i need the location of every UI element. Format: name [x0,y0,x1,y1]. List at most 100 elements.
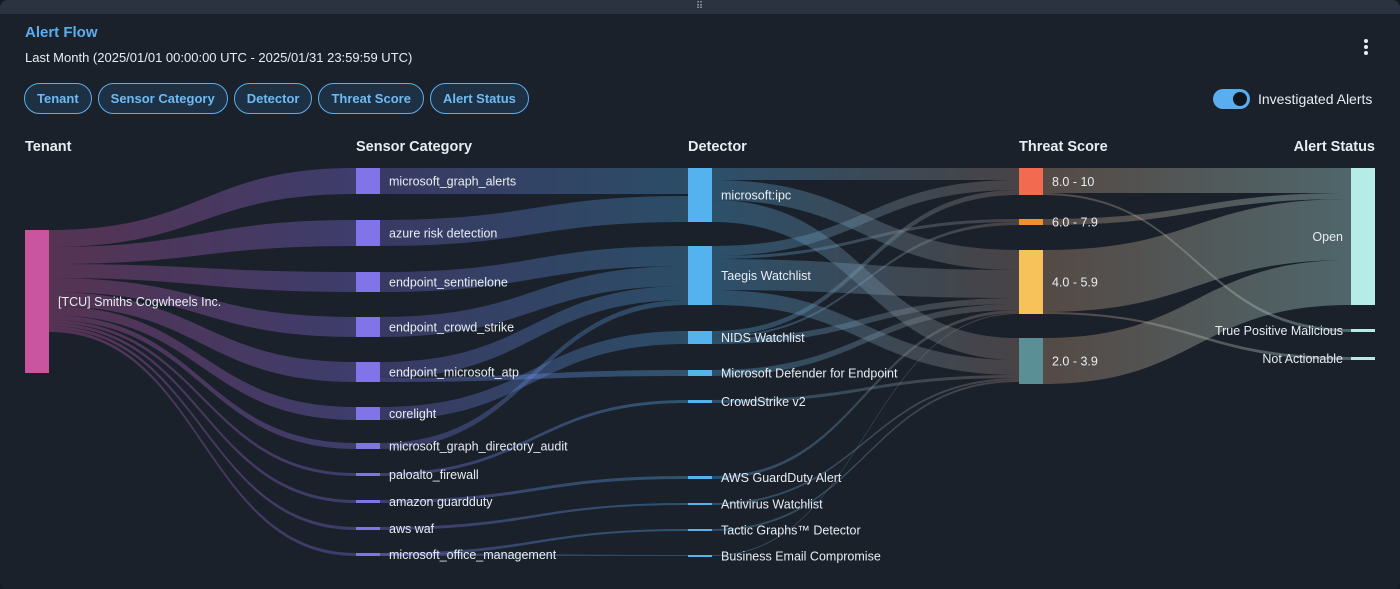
node-threat-6-0-7-9[interactable] [1019,219,1043,225]
sankey-link-tcu-smiths-cogwheels-inc-to-paloalto-firewall[interactable] [49,320,356,476]
sankey-column-headers: Tenant Sensor Category Detector Threat Scor… [25,139,1375,155]
node-label-open: Open [1312,230,1343,244]
sankey-link-microsoft-graph-directory-audit-to-taegis-watchlist[interactable] [380,300,688,449]
sankey-link-taegis-watchlist-to-4-0-5-9[interactable] [712,259,1019,298]
column-header-detector: Detector [688,139,747,155]
sankey-link-nids-watchlist-to-6-0-7-9[interactable] [712,222,1019,338]
node-label-tcu-smiths-cogwheels-inc: [TCU] Smiths Cogwheels Inc. [58,295,221,309]
sankey-links [49,168,1351,556]
node-detector-nids-watchlist[interactable] [688,331,712,344]
node-sensor-microsoft-graph-alerts[interactable] [356,168,380,194]
node-status-open[interactable] [1351,168,1375,305]
node-status-true-positive-malicious[interactable] [1351,329,1375,332]
investigated-alerts-toggle-group: Investigated Alerts [1213,89,1372,109]
node-tenant-tcu-smiths-cogwheels-inc[interactable] [25,230,49,373]
node-detector-tactic-graphs-detector[interactable] [688,529,712,531]
chip-detector[interactable]: Detector [233,83,313,114]
sankey-link-4-0-5-9-to-open[interactable] [1043,199,1351,312]
sankey-link-aws-waf-to-antivirus-watchlist[interactable] [380,503,688,530]
node-label-corelight: corelight [389,407,437,421]
node-label-taegis-watchlist: Taegis Watchlist [721,269,811,283]
node-threat-4-0-5-9[interactable] [1019,250,1043,314]
sankey-link-aws-guardduty-alert-to-4-0-5-9[interactable] [712,310,1019,479]
chip-alert-status[interactable]: Alert Status [429,83,529,114]
column-header-tenant: Tenant [25,139,72,155]
drag-handle-icon[interactable]: ⠿ [695,1,705,12]
node-label-8-0-10: 8.0 - 10 [1052,175,1094,189]
sankey-link-taegis-watchlist-to-8-0-10[interactable] [712,180,1019,256]
node-sensor-microsoft-graph-directory-audit[interactable] [356,443,380,449]
sankey-link-tcu-smiths-cogwheels-inc-to-endpoint-sentinelone[interactable] [49,264,356,292]
node-sensor-microsoft-office-management[interactable] [356,553,380,556]
sankey-link-endpoint-crowd-strike-to-taegis-watchlist[interactable] [380,266,688,337]
sankey-link-tactic-graphs-detector-to-2-0-3-9[interactable] [712,380,1019,531]
column-header-sensor-category: Sensor Category [356,139,472,155]
sankey-link-tcu-smiths-cogwheels-inc-to-aws-waf[interactable] [49,326,356,530]
sankey-link-microsoft-office-management-to-business-email-compromise[interactable] [380,553,688,556]
sankey-link-tcu-smiths-cogwheels-inc-to-microsoft-office-management[interactable] [49,329,356,556]
node-label-6-0-7-9: 6.0 - 7.9 [1052,216,1098,230]
node-detector-business-email-compromise[interactable] [688,555,712,557]
node-sensor-amazon-guardduty[interactable] [356,500,380,503]
node-detector-microsoft-ipc[interactable] [688,168,712,222]
node-detector-microsoft-defender-for-endpoint[interactable] [688,370,712,376]
sankey-link-crowdstrike-v2-to-2-0-3-9[interactable] [712,375,1019,403]
node-sensor-corelight[interactable] [356,407,380,420]
sankey-link-antivirus-watchlist-to-2-0-3-9[interactable] [712,378,1019,505]
sankey-link-amazon-guardduty-to-aws-guardduty-alert[interactable] [380,476,688,503]
node-sensor-paloalto-firewall[interactable] [356,473,380,476]
node-detector-crowdstrike-v2[interactable] [688,400,712,403]
node-sensor-aws-waf[interactable] [356,527,380,530]
sankey-link-taegis-watchlist-to-2-0-3-9[interactable] [712,290,1019,375]
investigated-alerts-toggle[interactable] [1213,89,1250,109]
sankey-link-endpoint-sentinelone-to-taegis-watchlist[interactable] [380,246,688,292]
sankey-link-2-0-3-9-to-open[interactable] [1043,260,1351,384]
sankey-link-tcu-smiths-cogwheels-inc-to-microsoft-graph-alerts[interactable] [49,168,356,247]
node-status-not-actionable[interactable] [1351,357,1375,360]
sankey-link-tcu-smiths-cogwheels-inc-to-endpoint-crowd-strike[interactable] [49,278,356,337]
node-label-paloalto-firewall: paloalto_firewall [389,468,479,482]
node-threat-8-0-10[interactable] [1019,168,1043,195]
sankey-link-microsoft-ipc-to-8-0-10[interactable] [712,168,1019,180]
node-threat-2-0-3-9[interactable] [1019,338,1043,384]
sankey-link-business-email-compromise-to-4-0-5-9[interactable] [712,313,1019,556]
drag-bar[interactable]: ⠿ [0,0,1400,14]
sankey-link-8-0-10-to-open[interactable] [1043,168,1351,193]
sankey-link-tcu-smiths-cogwheels-inc-to-endpoint-microsoft-atp[interactable] [49,292,356,382]
sankey-link-taegis-watchlist-to-6-0-7-9[interactable] [712,219,1019,259]
node-sensor-azure-risk-detection[interactable] [356,220,380,246]
sankey-link-nids-watchlist-to-4-0-5-9[interactable] [712,298,1019,344]
sankey-link-tcu-smiths-cogwheels-inc-to-corelight[interactable] [49,306,356,420]
sankey-link-paloalto-firewall-to-crowdstrike-v2[interactable] [380,400,688,476]
node-sensor-endpoint-sentinelone[interactable] [356,272,380,292]
node-label-true-positive-malicious: True Positive Malicious [1215,324,1343,338]
column-header-threat-score: Threat Score [1019,139,1108,155]
sankey-link-tcu-smiths-cogwheels-inc-to-amazon-guardduty[interactable] [49,323,356,503]
sankey-link-endpoint-microsoft-atp-to-taegis-watchlist[interactable] [380,286,688,378]
node-detector-antivirus-watchlist[interactable] [688,503,712,505]
chip-threat-score[interactable]: Threat Score [318,83,424,114]
chip-tenant[interactable]: Tenant [24,83,92,114]
sankey-link-microsoft-defender-for-endpoint-to-4-0-5-9[interactable] [712,304,1019,376]
sankey-link-microsoft-ipc-to-4-0-5-9[interactable] [712,180,1019,270]
sankey-link-tcu-smiths-cogwheels-inc-to-microsoft-graph-directory-audit[interactable] [49,315,356,449]
sankey-link-tcu-smiths-cogwheels-inc-to-azure-risk-detection[interactable] [49,220,356,264]
kebab-menu-icon[interactable] [1356,36,1376,58]
sankey-link-microsoft-graph-alerts-to-microsoft-ipc[interactable] [380,168,688,194]
node-sensor-endpoint-crowd-strike[interactable] [356,317,380,337]
node-sensor-endpoint-microsoft-atp[interactable] [356,362,380,382]
sankey-nodes: [TCU] Smiths Cogwheels Inc. microsoft_gra… [25,168,1375,564]
node-detector-taegis-watchlist[interactable] [688,246,712,305]
chip-sensor-category[interactable]: Sensor Category [97,83,228,114]
sankey-link-nids-watchlist-to-8-0-10[interactable] [712,190,1019,336]
sankey-link-6-0-7-9-to-open[interactable] [1043,193,1351,225]
node-label-not-actionable: Not Actionable [1262,352,1343,366]
node-label-azure-risk-detection: azure risk detection [389,227,497,241]
node-label-microsoft-graph-directory-audit: microsoft_graph_directory_audit [389,440,568,454]
sankey-link-azure-risk-detection-to-microsoft-ipc[interactable] [380,196,688,246]
node-label-aws-waf: aws waf [389,522,435,536]
sankey-link-microsoft-office-management-to-tactic-graphs-detector[interactable] [380,529,688,556]
node-detector-aws-guardduty-alert[interactable] [688,476,712,479]
panel-title: Alert Flow [25,24,98,41]
